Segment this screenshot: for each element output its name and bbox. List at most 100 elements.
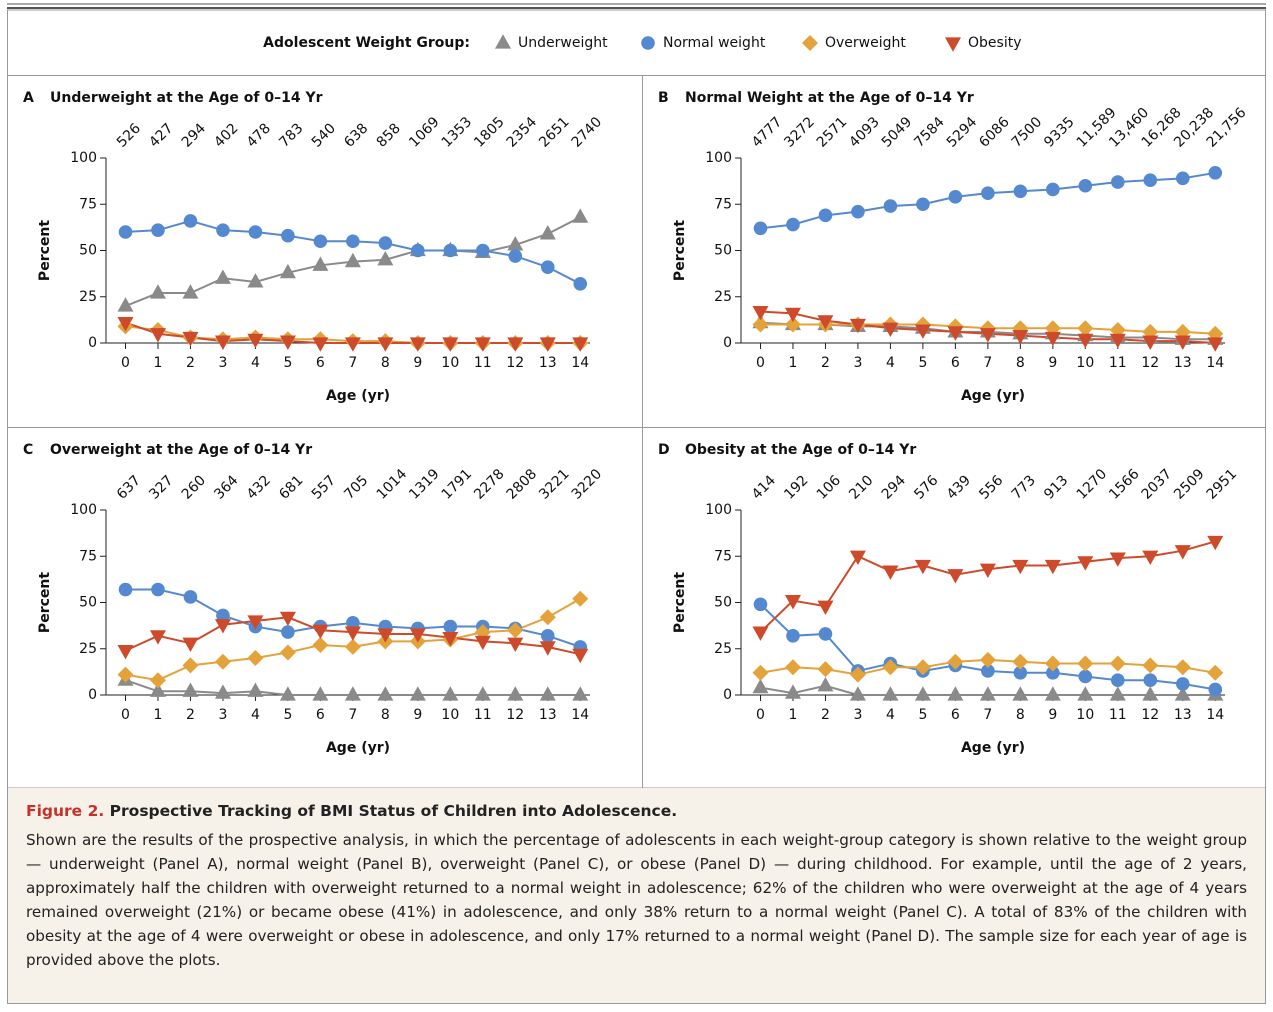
data-point [247, 333, 264, 349]
x-tick-label: 9 [413, 355, 422, 371]
data-point [1207, 664, 1224, 681]
data-point [1078, 178, 1093, 193]
x-axis-label: Age (yr) [326, 388, 390, 404]
y-tick-label: 50 [714, 243, 732, 259]
data-point [752, 678, 769, 694]
data-point [784, 307, 801, 323]
data-point [346, 616, 360, 630]
data-point [409, 628, 426, 643]
data-point [540, 629, 555, 643]
x-tick-label: 7 [983, 707, 992, 723]
x-tick-label: 0 [756, 707, 765, 723]
data-point [1111, 673, 1125, 687]
x-tick-label: 8 [1016, 355, 1025, 371]
data-point [344, 337, 361, 352]
data-point [849, 686, 866, 701]
data-point [474, 635, 491, 651]
x-tick-label: 8 [381, 355, 390, 371]
x-tick-label: 2 [821, 355, 830, 371]
y-tick-label: 50 [714, 595, 732, 611]
data-point [882, 322, 899, 337]
data-point [1012, 686, 1029, 701]
data-point [1109, 655, 1126, 672]
data-point [979, 651, 996, 668]
data-point [1175, 677, 1190, 691]
data-point [1142, 550, 1159, 566]
data-point [442, 337, 459, 352]
x-tick-label: 3 [853, 355, 862, 371]
data-point [1142, 686, 1159, 701]
data-point [981, 186, 995, 200]
data-point [1044, 331, 1061, 347]
x-tick-label: 14 [571, 707, 589, 723]
panel-title: Underweight at the Age of 0–14 Yr [50, 90, 323, 106]
data-point [214, 619, 231, 634]
data-point [182, 657, 199, 674]
data-point [507, 637, 524, 652]
data-point [312, 637, 329, 654]
x-tick-label: 13 [1174, 707, 1192, 723]
data-point [377, 250, 394, 266]
data-point [1207, 535, 1224, 551]
legend-label: Obesity [968, 35, 1021, 51]
data-point [216, 608, 230, 623]
data-point [1077, 686, 1094, 701]
data-point [182, 284, 199, 299]
data-point [312, 686, 329, 701]
data-point [312, 337, 329, 352]
y-tick-label: 100 [70, 150, 97, 166]
panel-title: Normal Weight at the Age of 0–14 Yr [685, 90, 974, 106]
data-point [507, 236, 524, 251]
data-point [117, 645, 134, 660]
data-point [1111, 175, 1125, 189]
data-point [1013, 666, 1028, 680]
caption-title: Prospective Tracking of BMI Status of Ch… [109, 802, 678, 820]
x-tick-label: 3 [218, 707, 227, 723]
data-point [474, 686, 491, 701]
x-tick-label: 6 [316, 355, 325, 371]
y-tick-label: 75 [714, 548, 732, 564]
x-tick-label: 8 [1016, 707, 1025, 723]
x-tick-label: 1 [789, 707, 798, 723]
data-point [409, 686, 426, 701]
data-point [247, 682, 264, 697]
y-axis-label: Percent [37, 220, 53, 281]
y-tick-label: 0 [723, 335, 732, 351]
data-point [1044, 655, 1061, 672]
data-point [216, 223, 230, 237]
data-point [1143, 673, 1158, 687]
data-point [1012, 653, 1029, 670]
data-point [507, 686, 524, 701]
y-axis-label: Percent [37, 572, 53, 633]
data-point [247, 615, 264, 630]
data-point [753, 221, 768, 236]
figure-label: Figure 2. [26, 802, 105, 820]
data-point [572, 686, 589, 701]
data-point [1078, 669, 1093, 684]
data-point [1208, 682, 1223, 697]
caption-text: Shown are the results of the prospective… [26, 831, 1247, 969]
data-point [182, 682, 199, 697]
x-tick-label: 0 [121, 707, 130, 723]
x-tick-label: 10 [441, 355, 459, 371]
data-point [279, 263, 296, 279]
x-axis-label: Age (yr) [961, 388, 1025, 404]
panel-title: Overweight at the Age of 0–14 Yr [50, 442, 312, 458]
data-point [851, 204, 865, 219]
legend-label: Normal weight [663, 35, 766, 51]
x-tick-label: 4 [886, 707, 895, 723]
data-point [117, 666, 134, 683]
x-tick-label: 11 [1109, 355, 1127, 371]
data-point [914, 559, 931, 575]
y-tick-label: 25 [79, 641, 97, 657]
x-tick-label: 4 [886, 355, 895, 371]
x-tick-label: 10 [1076, 355, 1094, 371]
data-point [411, 243, 425, 258]
data-point [539, 641, 556, 656]
data-point [1044, 686, 1061, 701]
data-point [882, 565, 899, 580]
data-point [979, 686, 996, 701]
y-tick-label: 25 [714, 289, 732, 305]
x-tick-label: 3 [853, 707, 862, 723]
data-point [248, 225, 263, 239]
